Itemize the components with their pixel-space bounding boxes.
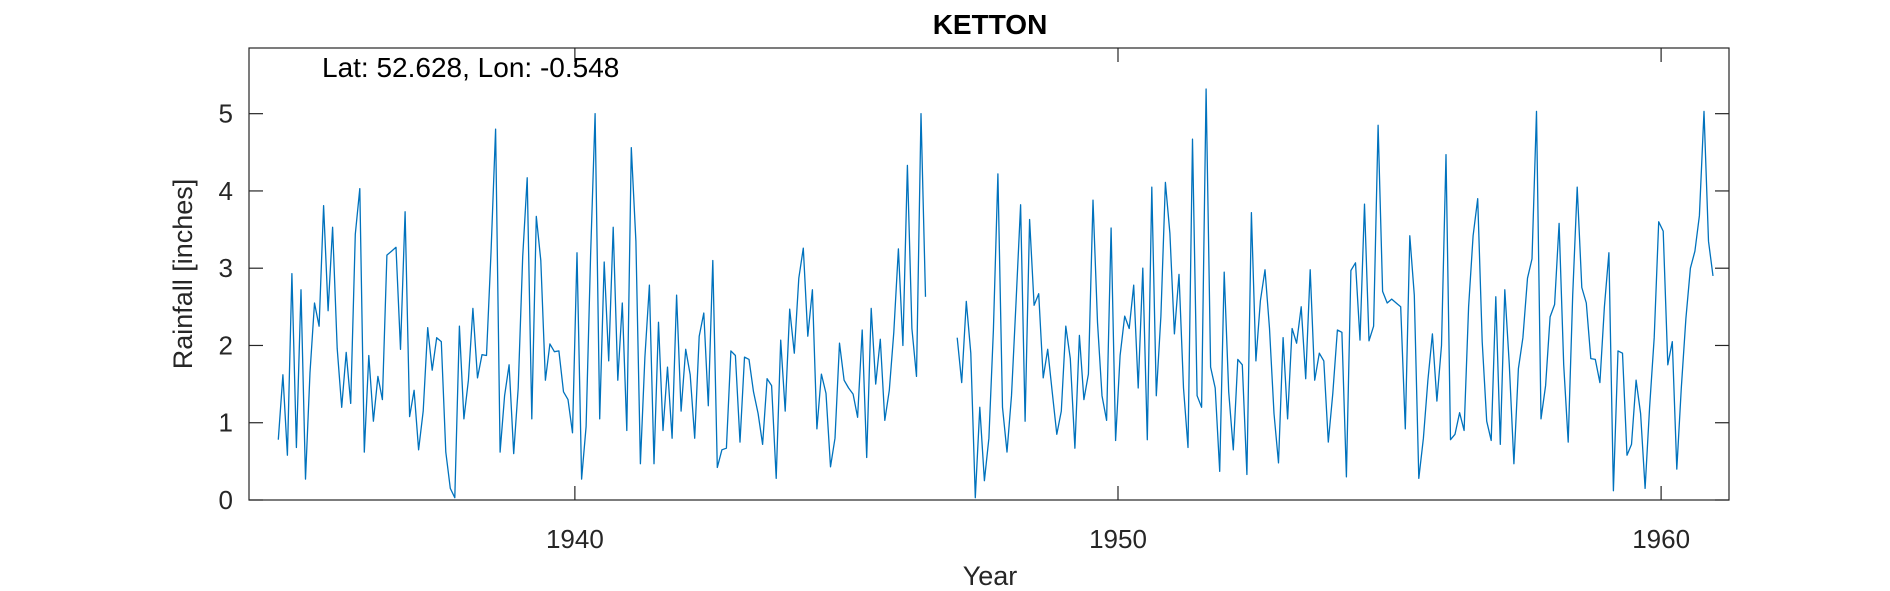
x-tick-labels: 1940 1950 1960: [546, 524, 1690, 554]
x-tick-label: 1950: [1089, 524, 1147, 554]
axis-ticks: [249, 48, 1729, 501]
y-tick-label: 0: [219, 485, 233, 515]
y-axis-label: Rainfall [inches]: [168, 179, 198, 370]
x-tick-label: 1960: [1632, 524, 1690, 554]
y-tick-label: 4: [219, 176, 233, 206]
location-annotation: Lat: 52.628, Lon: -0.548: [322, 52, 619, 83]
x-axis-label: Year: [963, 561, 1018, 591]
y-tick-labels: 0 1 2 3 4 5: [219, 99, 233, 515]
y-tick-label: 2: [219, 330, 233, 360]
y-tick-label: 5: [219, 99, 233, 129]
y-tick-label: 3: [219, 253, 233, 283]
rainfall-series-line: [277, 88, 1714, 499]
y-tick-label: 1: [219, 408, 233, 438]
x-tick-label: 1940: [546, 524, 604, 554]
chart-title: KETTON: [933, 9, 1048, 40]
series-group: [277, 88, 1714, 499]
